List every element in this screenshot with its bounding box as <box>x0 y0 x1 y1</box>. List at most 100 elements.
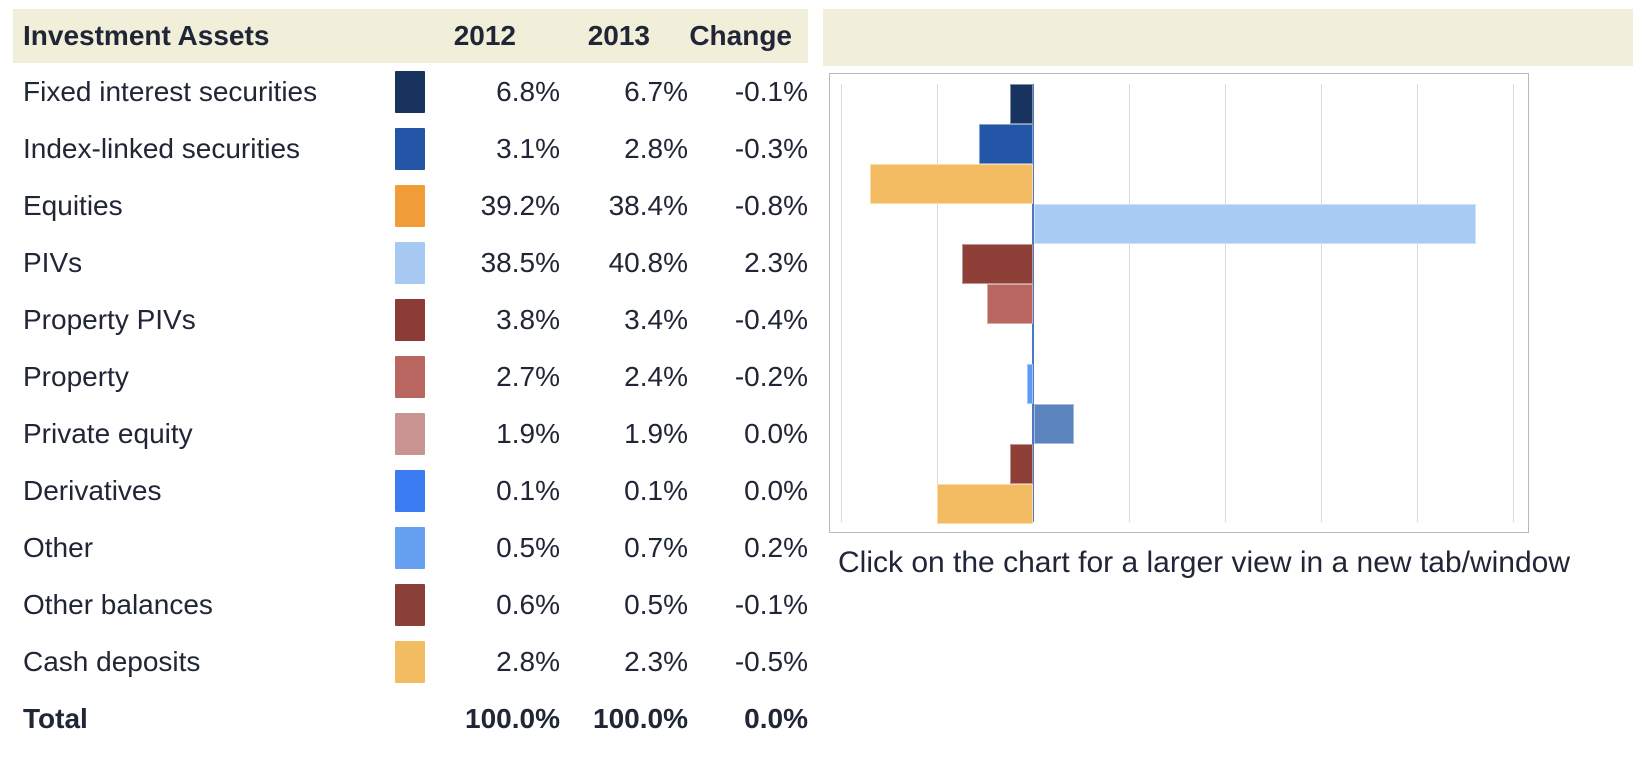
value-2012: 0.6% <box>496 588 560 620</box>
asset-label: Other balances <box>23 588 213 620</box>
total-value-2013: 100.0% <box>593 702 688 734</box>
asset-swatch-cell <box>384 526 430 569</box>
value-2013: 2.8% <box>624 132 688 164</box>
table-header-row: Investment Assets 2012 2013 Change <box>13 9 808 63</box>
chart-bar <box>1034 204 1476 244</box>
asset-swatch-cell <box>384 412 430 455</box>
asset-swatch-cell <box>384 70 430 113</box>
asset-label: Property <box>23 360 129 392</box>
asset-swatch-cell <box>384 127 430 170</box>
chart-caption: Click on the chart for a larger view in … <box>838 546 1571 579</box>
asset-label: Property PIVs <box>23 303 196 335</box>
chart-bar <box>986 284 1033 324</box>
table-row: PIVs 38.5% 40.8% 2.3% <box>13 234 808 291</box>
chart-bar <box>961 244 1033 284</box>
table-body: Fixed interest securities 6.8% 6.7% -0.1% In… <box>13 63 808 690</box>
column-header-change: Change <box>689 20 792 51</box>
gridline <box>841 84 842 522</box>
value-2012: 2.8% <box>496 645 560 677</box>
value-2012: 2.7% <box>496 360 560 392</box>
table-row: Other balances 0.6% 0.5% -0.1% <box>13 576 808 633</box>
table-row: Private equity 1.9% 1.9% 0.0% <box>13 405 808 462</box>
value-change: -0.5% <box>734 645 808 677</box>
asset-color-swatch <box>395 412 425 455</box>
asset-color-swatch <box>395 469 425 512</box>
asset-swatch-cell <box>384 583 430 626</box>
chart-bar <box>1009 84 1033 124</box>
value-2012: 3.1% <box>496 132 560 164</box>
column-header-2013: 2013 <box>587 20 650 51</box>
asset-label: Cash deposits <box>23 645 201 677</box>
table-row: Property 2.7% 2.4% -0.2% <box>13 348 808 405</box>
gridline <box>1225 84 1226 522</box>
value-2012: 6.8% <box>496 75 560 107</box>
asset-swatch-cell <box>384 355 430 398</box>
asset-swatch-cell <box>384 469 430 512</box>
value-2013: 1.9% <box>624 417 688 449</box>
gridline <box>1417 84 1418 522</box>
table-row: Cash deposits 2.8% 2.3% -0.5% <box>13 633 808 690</box>
value-2012: 0.5% <box>496 531 560 563</box>
value-2013: 0.7% <box>624 531 688 563</box>
asset-color-swatch <box>395 583 425 626</box>
gridline <box>1321 84 1322 522</box>
chart-bar <box>1027 364 1033 404</box>
table-header-band <box>13 9 808 63</box>
total-value-change: 0.0% <box>744 702 808 734</box>
asset-color-swatch <box>395 298 425 341</box>
value-change: -0.4% <box>734 303 808 335</box>
asset-color-swatch <box>395 184 425 227</box>
chart-bar <box>1009 444 1033 484</box>
value-2013: 2.4% <box>624 360 688 392</box>
value-change: 0.2% <box>744 531 808 563</box>
asset-color-swatch <box>395 70 425 113</box>
value-change: 0.0% <box>744 417 808 449</box>
table-row: Equities 39.2% 38.4% -0.8% <box>13 177 808 234</box>
chart-bar <box>1034 404 1075 444</box>
value-2013: 40.8% <box>608 246 688 278</box>
value-change: -0.3% <box>734 132 808 164</box>
table-row: Index-linked securities 3.1% 2.8% -0.3% <box>13 120 808 177</box>
asset-label: Equities <box>23 189 123 221</box>
value-change: -0.2% <box>734 360 808 392</box>
asset-color-swatch <box>395 640 425 683</box>
zero-axis-line <box>1032 84 1034 522</box>
gridline <box>1513 84 1514 522</box>
column-header-assets: Investment Assets <box>23 20 270 51</box>
value-change: 0.0% <box>744 474 808 506</box>
value-2012: 0.1% <box>496 474 560 506</box>
chart-bar <box>869 164 1033 204</box>
table-row: Derivatives 0.1% 0.1% 0.0% <box>13 462 808 519</box>
asset-swatch-cell <box>384 640 430 683</box>
value-change: 2.3% <box>744 246 808 278</box>
asset-label: Index-linked securities <box>23 132 301 164</box>
value-2013: 0.1% <box>624 474 688 506</box>
asset-label: Other <box>23 531 94 563</box>
value-2012: 3.8% <box>496 303 560 335</box>
gridline <box>937 84 938 522</box>
value-change: -0.1% <box>734 588 808 620</box>
asset-label: Fixed interest securities <box>23 75 318 107</box>
value-2012: 39.2% <box>480 189 560 221</box>
chart-bar <box>937 484 1033 524</box>
asset-color-swatch <box>395 526 425 569</box>
asset-color-swatch <box>395 355 425 398</box>
column-header-2012: 2012 <box>453 20 516 51</box>
chart-header-band <box>823 9 1633 66</box>
value-2012: 1.9% <box>496 417 560 449</box>
value-2013: 38.4% <box>608 189 688 221</box>
value-change: -0.1% <box>734 75 808 107</box>
table-row: Fixed interest securities 6.8% 6.7% -0.1% <box>13 63 808 120</box>
value-2013: 6.7% <box>624 75 688 107</box>
chart-bar <box>979 124 1033 164</box>
asset-swatch-cell <box>384 184 430 227</box>
asset-label: Derivatives <box>23 474 162 506</box>
table-total-row: Total 100.0% 100.0% 0.0% <box>13 690 808 747</box>
change-bar-chart[interactable] <box>829 73 1529 533</box>
value-2012: 38.5% <box>480 246 560 278</box>
gridline <box>1129 84 1130 522</box>
asset-swatch-cell <box>384 241 430 284</box>
value-2013: 0.5% <box>624 588 688 620</box>
asset-label: PIVs <box>23 246 83 278</box>
total-label: Total <box>23 702 88 734</box>
